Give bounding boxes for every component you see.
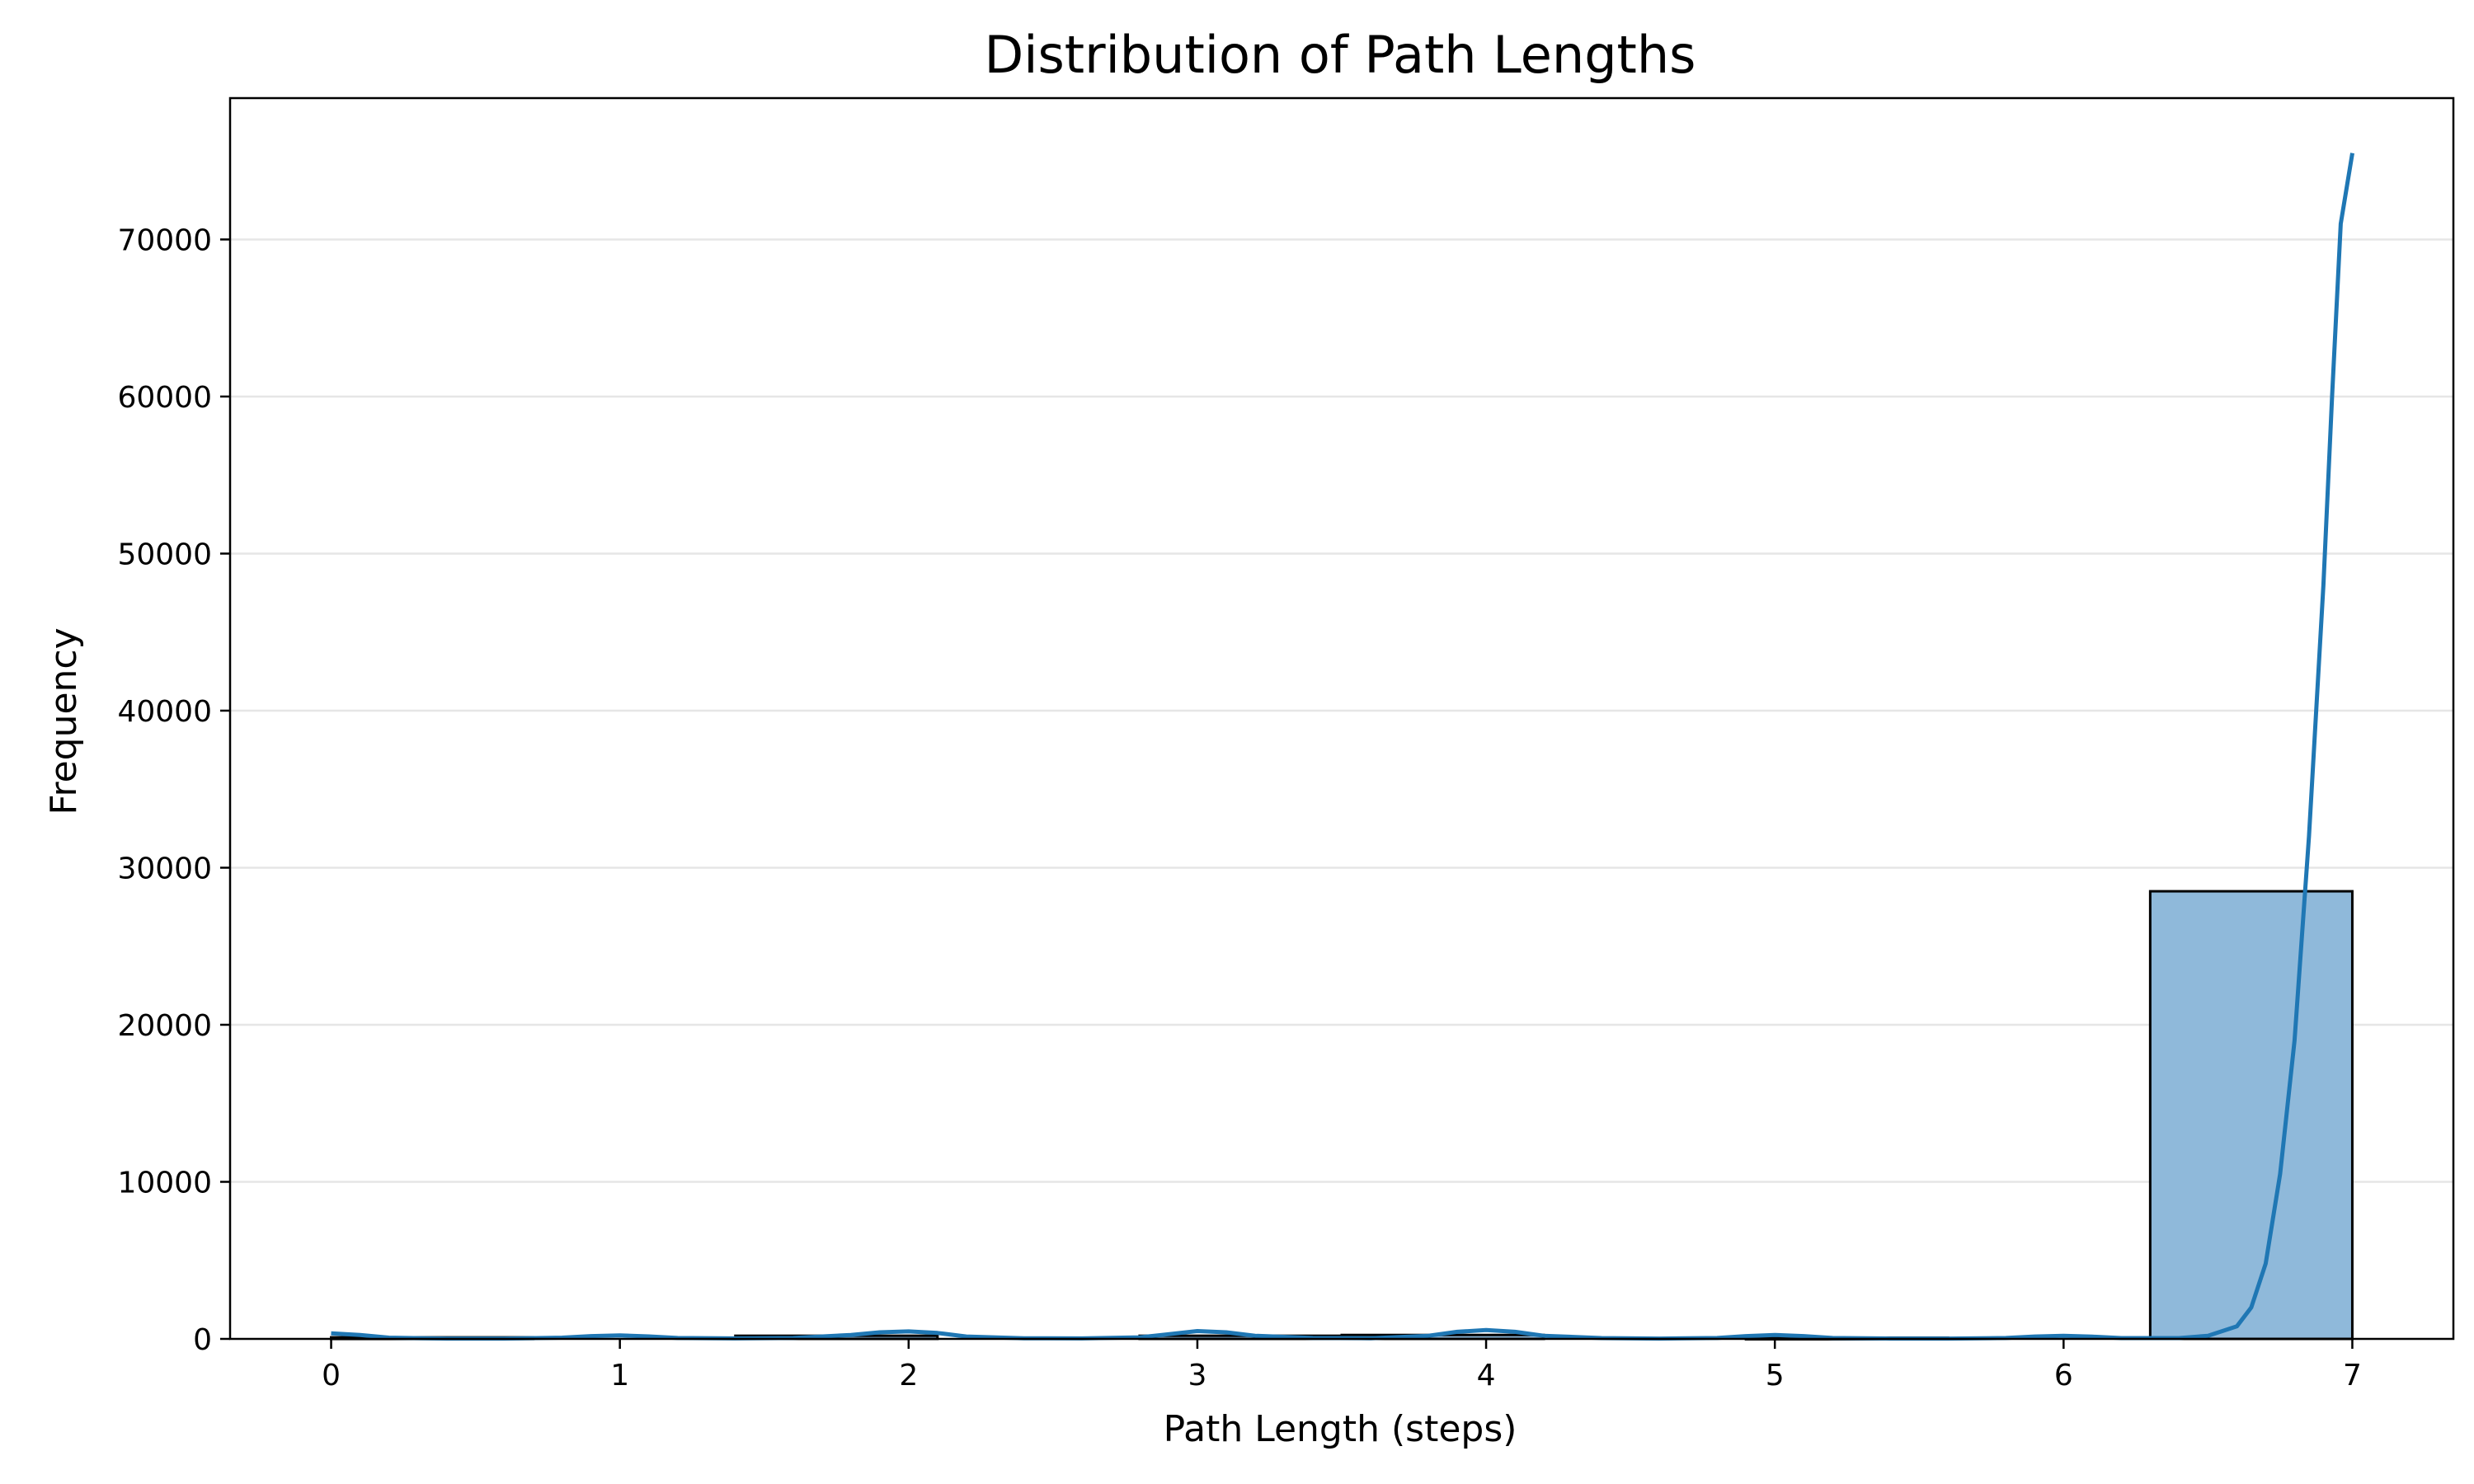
x-tick-label: 4 [1477,1359,1496,1392]
y-tick-label: 50000 [117,538,212,571]
histogram-bar-9 [2148,890,2354,1341]
x-tick-label: 3 [1188,1359,1206,1392]
grid-lines [230,238,2453,1183]
y-tick-label: 20000 [117,1009,212,1043]
y-tick-label: 0 [193,1323,212,1357]
x-tick-label: 2 [899,1359,918,1392]
y-axis-ticks: 0 10000 20000 30000 40000 50000 60000 70000 [117,223,230,1357]
y-tick-label: 60000 [117,381,212,415]
y-tick-label: 10000 [117,1166,212,1200]
y-axis-label: Frequency [43,627,85,815]
y-tick-label: 40000 [117,695,212,729]
x-tick-label: 0 [322,1359,341,1392]
x-axis-label: Path Length (steps) [1164,1408,1517,1450]
x-tick-label: 6 [2054,1359,2073,1392]
chart-title: Distribution of Path Lengths [985,25,1696,85]
y-tick-label: 70000 [117,223,212,257]
y-tick-label: 30000 [117,852,212,885]
x-axis-ticks: 0 1 2 3 4 5 6 7 [322,1339,2362,1392]
x-tick-label: 7 [2343,1359,2362,1392]
kde-curve [331,153,2354,1341]
histogram-bars [330,890,2354,1341]
x-tick-label: 1 [610,1359,629,1392]
x-tick-label: 5 [1766,1359,1785,1392]
plot-frame [228,96,2455,1341]
kde-curve-layer [331,153,2354,1341]
